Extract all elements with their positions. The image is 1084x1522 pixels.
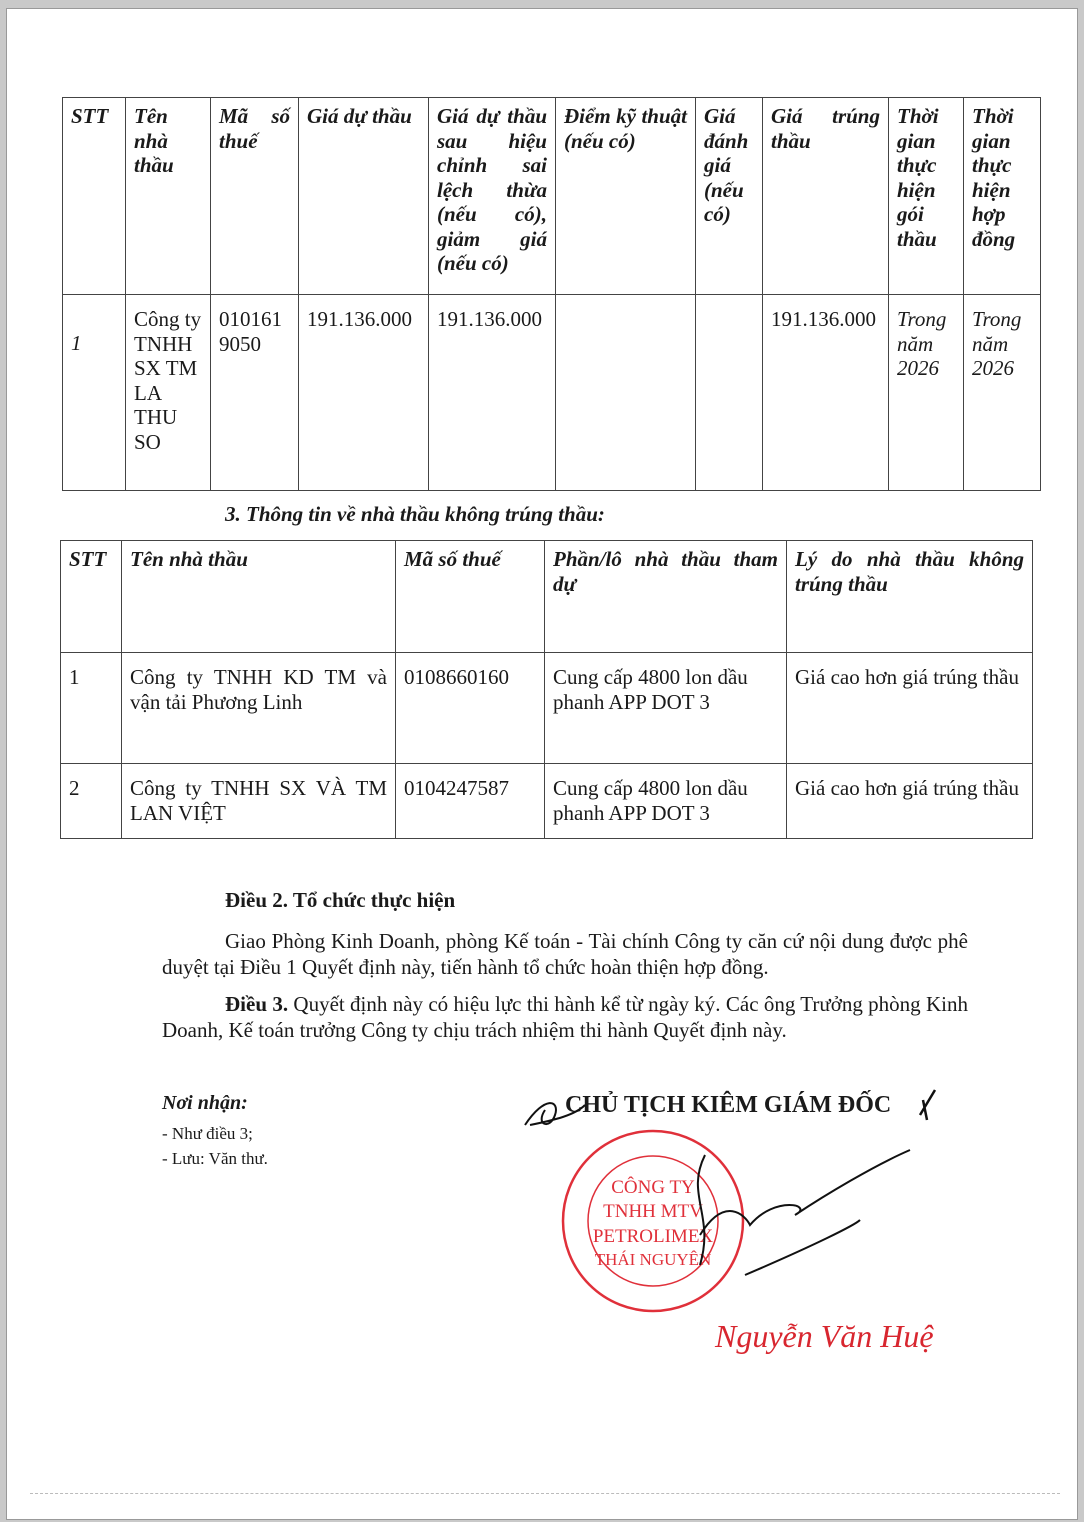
- article-3-paragraph: Điều 3. Quyết định này có hiệu lực thi h…: [162, 991, 968, 1043]
- header-cell: Mã số thuế: [210, 97, 299, 295]
- winning-bidder-table: STT Tên nhà thầu Mã số thuế Giá dự thầu …: [62, 97, 1041, 491]
- cell-stt: 1: [62, 294, 126, 491]
- table-header-row: STT Tên nhà thầu Mã số thuế Phần/lô nhà …: [60, 540, 1033, 653]
- header-cell: Giá đánh giá (nếu có): [695, 97, 763, 295]
- header-cell: Thời gian thực hiện hợp đồng: [963, 97, 1041, 295]
- header-cell: Giá dự thầu sau hiệu chỉnh sai lệch thừa…: [428, 97, 556, 295]
- initial-mark-icon: [524, 1102, 586, 1126]
- recipient-item: - Như điều 3;: [162, 1124, 253, 1143]
- svg-text:CÔNG TY: CÔNG TY: [611, 1176, 695, 1198]
- svg-text:TNHH MTV: TNHH MTV: [603, 1201, 703, 1222]
- cell-contract-time: Trong năm 2026: [963, 294, 1041, 491]
- section-3-title: 3. Thông tin về nhà thầu không trúng thầ…: [225, 502, 605, 526]
- header-cell: Tên nhà thầu: [125, 97, 211, 295]
- cell-package-time: Trong năm 2026: [888, 294, 964, 491]
- recipient-item: - Lưu: Văn thư.: [162, 1149, 268, 1168]
- recipients-title: Nơi nhận:: [162, 1092, 248, 1114]
- initial-mark-icon: [918, 1089, 937, 1121]
- handwritten-signature-icon: [696, 1149, 911, 1276]
- losing-bidders-table: STT Tên nhà thầu Mã số thuế Phần/lô nhà …: [60, 540, 1033, 839]
- article-3-text: Quyết định này có hiệu lực thi hành kể t…: [162, 992, 968, 1042]
- header-cell: STT: [62, 97, 126, 295]
- header-cell: Giá dự thầu: [298, 97, 429, 295]
- cell-lot: Cung cấp 4800 lon dầu phanh APP DOT 3: [544, 763, 787, 839]
- stamp-text: CÔNG TY TNHH MTV PETROLIMEX THÁI NGUYÊN: [593, 1176, 714, 1269]
- cell-eval-price: [695, 294, 763, 491]
- article-2-text: Giao Phòng Kinh Doanh, phòng Kế toán - T…: [162, 929, 968, 979]
- header-cell: Lý do nhà thầu không trúng thầu: [786, 540, 1033, 653]
- stamp-and-signature: CÔNG TY TNHH MTV PETROLIMEX THÁI NGUYÊN: [524, 1089, 937, 1313]
- cell-tech-score: [555, 294, 696, 491]
- divider: [30, 1493, 1060, 1494]
- cell-reason: Giá cao hơn giá trúng thầu: [786, 652, 1033, 764]
- cell-tax-id: 0104247587: [395, 763, 545, 839]
- cell-name: Công ty TNHH SX VÀ TM LAN VIỆT: [121, 763, 396, 839]
- cell-tax-id: 0101619050: [210, 294, 299, 491]
- recipients-list: - Như điều 3; - Lưu: Văn thư.: [162, 1121, 268, 1171]
- svg-text:THÁI NGUYÊN: THÁI NGUYÊN: [595, 1250, 712, 1269]
- article-2-title: Điều 2. Tổ chức thực hiện: [225, 888, 456, 912]
- company-stamp-icon: [561, 1129, 745, 1313]
- header-cell: Thời gian thực hiện gói thầu: [888, 97, 964, 295]
- table-header-row: STT Tên nhà thầu Mã số thuế Giá dự thầu …: [62, 97, 1041, 295]
- signer-name: Nguyễn Văn Huệ: [715, 1318, 934, 1354]
- cell-winning-price: 191.136.000: [762, 294, 889, 491]
- cell-stt: 1: [60, 652, 122, 764]
- svg-text:PETROLIMEX: PETROLIMEX: [593, 1226, 714, 1247]
- header-cell: Giá trúng thầu: [762, 97, 889, 295]
- cell-reason: Giá cao hơn giá trúng thầu: [786, 763, 1033, 839]
- cell-adjusted-price: 191.136.000: [428, 294, 556, 491]
- cell-name: Công ty TNHH KD TM và vận tải Phương Lin…: [121, 652, 396, 764]
- table-row: 2 Công ty TNHH SX VÀ TM LAN VIỆT 0104247…: [60, 763, 1033, 839]
- cell-lot: Cung cấp 4800 lon dầu phanh APP DOT 3: [544, 652, 787, 764]
- header-cell: Điểm kỹ thuật (nếu có): [555, 97, 696, 295]
- cell-stt: 2: [60, 763, 122, 839]
- article-3-title: Điều 3.: [225, 992, 289, 1016]
- header-cell: STT: [60, 540, 122, 653]
- header-cell: Phần/lô nhà thầu tham dự: [544, 540, 787, 653]
- cell-tax-id: 0108660160: [395, 652, 545, 764]
- cell-name: Công ty TNHH SX TM LA THU SO: [125, 294, 211, 491]
- header-cell: Tên nhà thầu: [121, 540, 396, 653]
- header-cell: Mã số thuế: [395, 540, 545, 653]
- signature-position: CHỦ TỊCH KIÊM GIÁM ĐỐC: [565, 1092, 892, 1118]
- table-row: 1 Công ty TNHH SX TM LA THU SO 010161905…: [62, 294, 1041, 491]
- table-row: 1 Công ty TNHH KD TM và vận tải Phương L…: [60, 652, 1033, 764]
- cell-bid-price: 191.136.000: [298, 294, 429, 491]
